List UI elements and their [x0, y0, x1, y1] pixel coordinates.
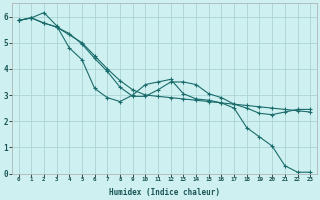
- X-axis label: Humidex (Indice chaleur): Humidex (Indice chaleur): [109, 188, 220, 197]
